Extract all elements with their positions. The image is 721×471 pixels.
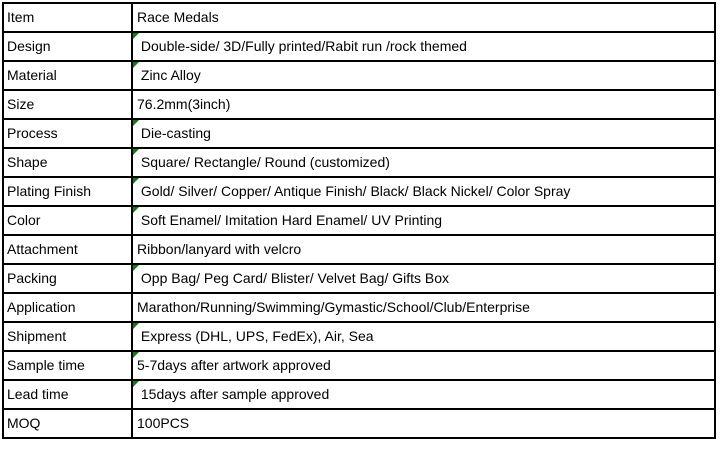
spec-value-text: Square/ Rectangle/ Round (customized) <box>137 154 390 170</box>
spec-value-cell: Soft Enamel/ Imitation Hard Enamel/ UV P… <box>131 205 716 236</box>
spec-value-cell: Gold/ Silver/ Copper/ Antique Finish/ Bl… <box>131 176 716 207</box>
spec-label-cell: Size <box>2 89 133 120</box>
spec-value-text: 5-7days after artwork approved <box>137 357 331 373</box>
table-row: Shipment Express (DHL, UPS, FedEx), Air,… <box>2 321 716 352</box>
cell-flag-triangle-icon <box>134 324 139 329</box>
spec-value-text: 100PCS <box>137 415 190 431</box>
cell-flag-triangle-icon <box>134 63 139 68</box>
spec-label-text: Shape <box>7 154 48 170</box>
spec-label-cell: Color <box>2 205 133 236</box>
spec-value-cell: 5-7days after artwork approved <box>131 350 716 381</box>
spec-value-cell: Express (DHL, UPS, FedEx), Air, Sea <box>131 321 716 352</box>
spec-label-text: Design <box>7 38 51 54</box>
spec-label-cell: Packing <box>2 263 133 294</box>
spec-label-cell: Item <box>2 2 133 33</box>
cell-flag-triangle-icon <box>134 382 139 387</box>
cell-flag-triangle-icon <box>134 34 139 39</box>
spec-label-cell: Process <box>2 118 133 149</box>
cell-flag-triangle-icon <box>134 353 139 358</box>
spec-label-text: Shipment <box>7 328 67 344</box>
table-row: Plating Finish Gold/ Silver/ Copper/ Ant… <box>2 176 716 207</box>
spec-value-cell: Square/ Rectangle/ Round (customized) <box>131 147 716 178</box>
cell-flag-triangle-icon <box>134 208 139 213</box>
spec-value-text: 76.2mm(3inch) <box>137 96 231 112</box>
spec-label-cell: Plating Finish <box>2 176 133 207</box>
spec-value-cell: 76.2mm(3inch) <box>131 89 716 120</box>
spec-label-cell: Material <box>2 60 133 91</box>
spec-value-text: Opp Bag/ Peg Card/ Blister/ Velvet Bag/ … <box>137 270 450 286</box>
spec-label-cell: Lead time <box>2 379 133 410</box>
cell-flag-triangle-icon <box>134 150 139 155</box>
spec-label-text: Material <box>7 67 57 83</box>
spec-label-text: Color <box>7 212 41 228</box>
spec-value-text: Ribbon/lanyard with velcro <box>137 241 302 257</box>
table-row: Process Die-casting <box>2 118 716 149</box>
spec-label-text: Packing <box>7 270 57 286</box>
table-row: Attachment Ribbon/lanyard with velcro <box>2 234 716 265</box>
spec-value-cell: Double-side/ 3D/Fully printed/Rabit run … <box>131 31 716 62</box>
cell-flag-triangle-icon <box>134 121 139 126</box>
table-row: Packing Opp Bag/ Peg Card/ Blister/ Velv… <box>2 263 716 294</box>
spec-value-text: Race Medals <box>137 9 219 25</box>
spec-label-text: Size <box>7 96 35 112</box>
spec-label-text: Plating Finish <box>7 183 92 199</box>
spec-label-cell: Attachment <box>2 234 133 265</box>
cell-flag-triangle-icon <box>134 266 139 271</box>
table-row: Color Soft Enamel/ Imitation Hard Enamel… <box>2 205 716 236</box>
spec-label-cell: MOQ <box>2 408 133 439</box>
spec-label-cell: Sample time <box>2 350 133 381</box>
spec-value-text: Double-side/ 3D/Fully printed/Rabit run … <box>137 38 467 54</box>
table-row: Sample time 5-7days after artwork approv… <box>2 350 716 381</box>
table-row: Lead time 15days after sample approved <box>2 379 716 410</box>
spec-value-cell: Ribbon/lanyard with velcro <box>131 234 716 265</box>
spec-label-cell: Shape <box>2 147 133 178</box>
spec-value-cell: Race Medals <box>131 2 716 33</box>
table-row: Shape Square/ Rectangle/ Round (customiz… <box>2 147 716 178</box>
spec-value-text: Gold/ Silver/ Copper/ Antique Finish/ Bl… <box>137 183 571 199</box>
spec-label-text: MOQ <box>7 415 41 431</box>
spec-label-cell: Shipment <box>2 321 133 352</box>
spec-value-cell: Marathon/Running/Swimming/Gymastic/Schoo… <box>131 292 716 323</box>
spec-value-cell: 15days after sample approved <box>131 379 716 410</box>
spec-label-cell: Application <box>2 292 133 323</box>
spec-value-text: 15days after sample approved <box>137 386 330 402</box>
spec-label-text: Attachment <box>7 241 78 257</box>
spec-label-text: Sample time <box>7 357 85 373</box>
spec-value-text: Marathon/Running/Swimming/Gymastic/Schoo… <box>137 299 530 315</box>
spec-value-text: Die-casting <box>137 125 211 141</box>
spec-value-text: Express (DHL, UPS, FedEx), Air, Sea <box>137 328 374 344</box>
cell-flag-triangle-icon <box>134 179 139 184</box>
spec-label-cell: Design <box>2 31 133 62</box>
spec-value-cell: Zinc Alloy <box>131 60 716 91</box>
table-row: Application Marathon/Running/Swimming/Gy… <box>2 292 716 323</box>
table-row: Item Race Medals <box>2 2 716 33</box>
table-body: Item Race Medals Design Double-side/ 3D/… <box>2 2 716 439</box>
spec-label-text: Application <box>7 299 76 315</box>
table-row: MOQ 100PCS <box>2 408 716 439</box>
spec-value-text: Zinc Alloy <box>137 67 201 83</box>
spec-value-cell: Die-casting <box>131 118 716 149</box>
spec-value-cell: 100PCS <box>131 408 716 439</box>
table-row: Material Zinc Alloy <box>2 60 716 91</box>
table-row: Design Double-side/ 3D/Fully printed/Rab… <box>2 31 716 62</box>
spec-value-text: Soft Enamel/ Imitation Hard Enamel/ UV P… <box>137 212 443 228</box>
table-row: Size 76.2mm(3inch) <box>2 89 716 120</box>
spec-label-text: Item <box>7 9 35 25</box>
spec-label-text: Lead time <box>7 386 69 402</box>
spec-label-text: Process <box>7 125 58 141</box>
spec-value-cell: Opp Bag/ Peg Card/ Blister/ Velvet Bag/ … <box>131 263 716 294</box>
product-spec-table: Item Race Medals Design Double-side/ 3D/… <box>2 2 716 439</box>
